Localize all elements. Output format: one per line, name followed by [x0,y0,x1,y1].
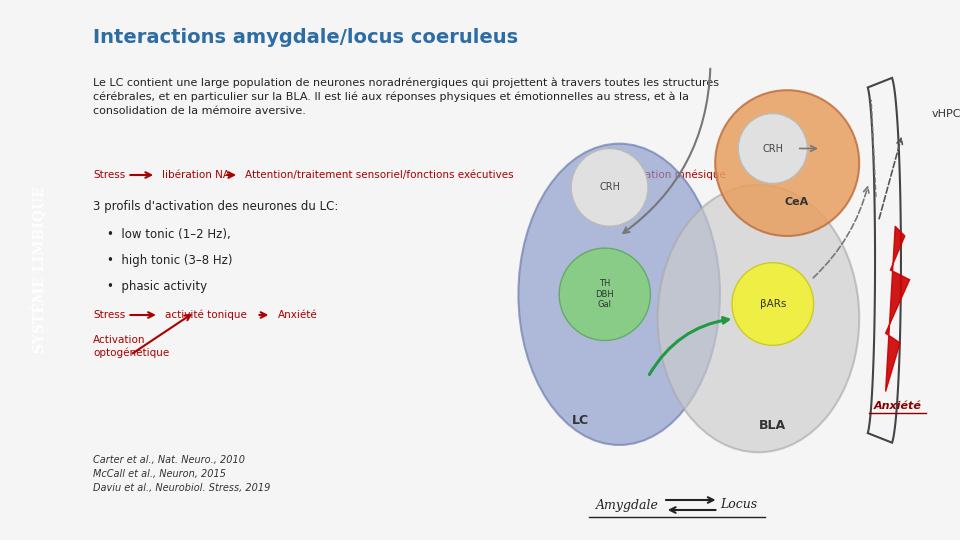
Text: vHPC: vHPC [931,110,960,119]
Ellipse shape [658,185,859,453]
Text: CRH: CRH [762,144,783,153]
Text: libération NA: libération NA [162,170,230,180]
Circle shape [559,248,651,341]
Text: Consolidation mnésique: Consolidation mnésique [600,170,727,180]
Text: Interactions amygdale/locus coeruleus: Interactions amygdale/locus coeruleus [93,28,518,47]
Text: •  phasic activity: • phasic activity [108,280,207,293]
Text: βARs: βARs [759,299,786,309]
Text: Stress: Stress [93,310,126,320]
Text: Locus: Locus [720,498,757,511]
Circle shape [738,113,807,184]
Text: Anxiété: Anxiété [277,310,318,320]
Text: LC: LC [572,414,589,427]
Text: Amygdale: Amygdale [596,498,659,511]
Text: TH
DBH
Gal: TH DBH Gal [595,279,614,309]
Text: Le LC contient une large population de neurones noradrénergiques qui projettent : Le LC contient une large population de n… [93,78,719,116]
Text: •  high tonic (3–8 Hz): • high tonic (3–8 Hz) [108,254,232,267]
Text: Carter et al., Nat. Neuro., 2010
McCall et al., Neuron, 2015
Daviu et al., Neuro: Carter et al., Nat. Neuro., 2010 McCall … [93,455,271,493]
Text: CRH: CRH [599,183,620,192]
Circle shape [732,263,813,346]
Polygon shape [885,226,909,392]
Ellipse shape [518,144,720,445]
Text: Anxiété: Anxiété [874,401,922,411]
Ellipse shape [715,90,859,236]
Text: 3 profils d'activation des neurones du LC:: 3 profils d'activation des neurones du L… [93,200,339,213]
Text: SYSTÈME LIMBIQUE: SYSTÈME LIMBIQUE [29,187,46,353]
Text: •  low tonic (1–2 Hz),: • low tonic (1–2 Hz), [108,228,231,241]
Text: activité tonique: activité tonique [165,310,247,320]
Text: CeA: CeA [784,197,809,207]
Circle shape [571,148,648,226]
Text: Activation
optogénétique: Activation optogénétique [93,335,170,358]
Text: Stress: Stress [93,170,126,180]
Text: BLA: BLA [759,419,786,432]
Text: Attention/traitement sensoriel/fonctions exécutives: Attention/traitement sensoriel/fonctions… [246,170,514,180]
